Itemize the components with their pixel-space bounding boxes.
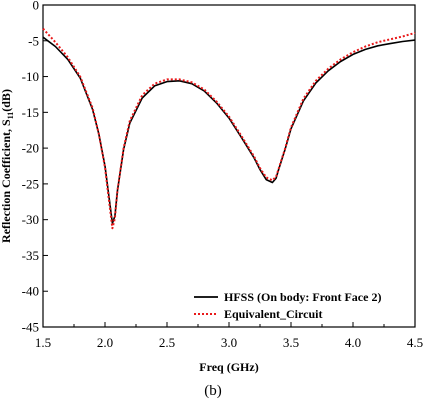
figure-caption: (b) bbox=[204, 383, 222, 399]
y-tick-label: -5 bbox=[28, 33, 39, 48]
series-lines bbox=[42, 27, 416, 230]
y-tick-label: -30 bbox=[22, 212, 39, 227]
y-axis-title-main: Reflection Coefficient, S bbox=[0, 119, 13, 243]
x-tick-label: 4.5 bbox=[407, 335, 423, 350]
y-tick-label: -40 bbox=[22, 284, 39, 299]
y-tick-label: 0 bbox=[33, 0, 40, 13]
axis-ticks bbox=[42, 4, 416, 328]
y-tick-label: -45 bbox=[22, 320, 39, 335]
y-axis-title-unit: (dB) bbox=[0, 89, 13, 112]
legend: HFSS (On body: Front Face 2) Equivalent_C… bbox=[194, 290, 381, 321]
y-axis-title: Reflection Coefficient, S11(dB) bbox=[0, 89, 15, 243]
y-tick-label: -15 bbox=[22, 105, 39, 120]
y-tick-label: -20 bbox=[22, 141, 39, 156]
series-line-equivalent-circuit bbox=[42, 27, 416, 230]
plot-frame bbox=[42, 4, 416, 328]
x-tick-label: 2.0 bbox=[97, 335, 113, 350]
legend-label: Equivalent_Circuit bbox=[224, 307, 322, 321]
y-tick-label: -25 bbox=[22, 176, 39, 191]
legend-label: HFSS (On body: Front Face 2) bbox=[224, 290, 381, 304]
x-tick-label: 3.0 bbox=[221, 335, 237, 350]
axis-tick-labels: 1.5 2.0 2.5 3.0 3.5 4.0 4.5 0 -5 -10 -15 -20 -25 -30 -… bbox=[22, 0, 423, 350]
x-tick-label: 3.5 bbox=[283, 335, 299, 350]
x-tick-label: 4.0 bbox=[345, 335, 361, 350]
y-tick-label: -35 bbox=[22, 248, 39, 263]
x-axis-title: Freq (GHz) bbox=[199, 360, 258, 374]
x-tick-label: 1.5 bbox=[35, 335, 51, 350]
y-axis-title-subscript: 11 bbox=[6, 112, 15, 120]
x-tick-label: 2.5 bbox=[159, 335, 175, 350]
y-tick-label: -10 bbox=[22, 69, 39, 84]
